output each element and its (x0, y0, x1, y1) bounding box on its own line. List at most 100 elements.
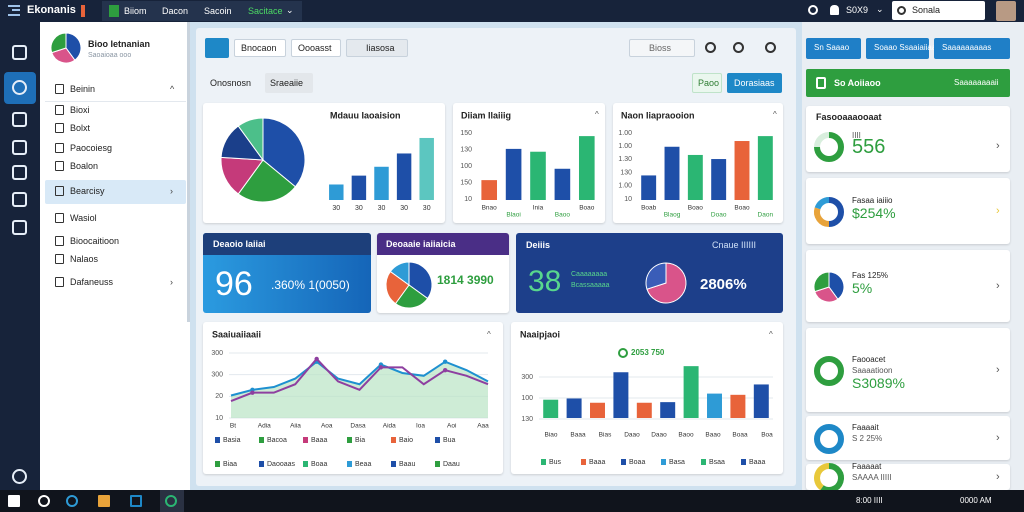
row-chevron[interactable]: › (996, 471, 1000, 483)
row-chevron[interactable]: › (996, 140, 1000, 152)
rail-icon[interactable] (12, 80, 27, 95)
icon-button[interactable] (205, 38, 229, 58)
legend-label: Baaa (749, 459, 765, 466)
pie-slice (813, 271, 830, 293)
row-chevron[interactable]: › (996, 205, 1000, 217)
summary-card: Fasaa iaiiio $254% › (806, 178, 1010, 244)
legend-swatch (661, 459, 666, 465)
tab-strip: Biiom Dacon Sacoin Sacitace ⌄ (102, 1, 302, 21)
right-button[interactable] (934, 38, 1010, 59)
kpi-line: Caaaaaaaa (571, 271, 608, 278)
taskbar-icon[interactable] (98, 495, 110, 507)
toolbar-icon[interactable] (705, 42, 716, 53)
toolbar-button[interactable] (234, 39, 286, 57)
scrollbar (187, 22, 190, 322)
sidebar-item[interactable]: Wasiol (70, 213, 97, 223)
bar (687, 154, 703, 200)
row-label: Fas 125% (852, 271, 889, 280)
toolbar-icon[interactable] (765, 42, 776, 53)
sidebar-item[interactable]: Bioxi (70, 105, 90, 115)
rail-icon[interactable] (12, 45, 27, 60)
kpi-card: Deaoio Iaiiai 96 .360% 1(0050) (203, 233, 371, 313)
legend-label: Bsaa (709, 459, 725, 466)
app-logo: Ekonanis (27, 4, 76, 16)
sidebar-item[interactable]: Boalon (70, 161, 99, 171)
sidebar-item[interactable]: Beinin (70, 84, 96, 94)
row-chevron[interactable]: › (996, 432, 1000, 444)
nav-tab[interactable]: Sacitace (248, 6, 283, 16)
sidebar-item[interactable]: Paocoiesg (70, 143, 113, 153)
legend-label: Bacoa (267, 437, 287, 444)
nav-tab[interactable]: Dacon (162, 6, 189, 16)
sidebar-item[interactable]: Nalaos (70, 254, 99, 264)
rail-icon[interactable] (12, 192, 27, 207)
banner[interactable]: So Aoiiaoo Saaaaaaaaii (806, 69, 1010, 97)
sidebar-item[interactable]: Bolxt (70, 123, 91, 133)
row-donut (814, 356, 844, 386)
donut-slice (814, 132, 830, 148)
menu-icon[interactable] (8, 5, 20, 16)
row-donut (814, 463, 844, 493)
legend-label: Boaa (629, 459, 645, 466)
taskbar: 8:00 IIII 0000 AM (0, 490, 1024, 512)
bar (641, 175, 657, 200)
summary-card: Faaaait S 2 25% › (806, 416, 1010, 460)
rail-icon[interactable] (12, 220, 27, 235)
item-chevron: ^ (170, 84, 175, 94)
legend-swatch (215, 461, 220, 467)
rail-icon[interactable] (12, 469, 27, 484)
toolbar-search-right[interactable] (629, 39, 695, 57)
toolbar-icon[interactable] (733, 42, 744, 53)
sidebar-item[interactable]: Dafaneuss (70, 277, 114, 287)
toolbar-button[interactable] (291, 39, 341, 57)
action-button[interactable] (727, 73, 782, 93)
rail-icon[interactable] (12, 165, 27, 180)
sidebar-item[interactable]: Bearcisy (70, 186, 105, 196)
kpi-line: Bcassaaaaa (571, 282, 610, 289)
right-button[interactable] (806, 38, 861, 59)
view-tab[interactable] (265, 73, 313, 93)
taskbar-icon[interactable] (38, 495, 50, 507)
item-icon (55, 84, 64, 94)
toolbar-search[interactable] (346, 39, 408, 57)
donut-slice (820, 463, 844, 493)
taskbar-icon[interactable] (66, 495, 78, 507)
legend-label: Basia (223, 437, 241, 444)
kpi-percent: 2806% (700, 276, 747, 293)
bar (636, 402, 652, 418)
taskbar-icon[interactable] (8, 495, 20, 507)
action-button[interactable] (692, 73, 722, 93)
x-label: Biao (544, 432, 557, 439)
row-chevron[interactable]: › (996, 364, 1000, 376)
bar (683, 366, 699, 418)
right-button[interactable] (866, 38, 929, 59)
search-box[interactable]: Sonala (892, 1, 985, 20)
chart-title: Diiam Ilaiiig (461, 110, 511, 120)
x-label: Bias (599, 432, 612, 439)
x-label: Boa (761, 432, 773, 439)
rail-icon[interactable] (12, 140, 27, 155)
chart-menu: ^ (773, 110, 777, 119)
search-icon[interactable] (808, 5, 818, 15)
bar (578, 136, 595, 200)
rail-icon[interactable] (12, 112, 27, 127)
legend-label: Baaa (589, 459, 605, 466)
pie-slice (262, 117, 306, 188)
legend-icon (618, 348, 628, 358)
mini-chart: Diiam Ilaiiig ^ 150 130 100 150 10 Bnao Blaoi Ini… (460, 110, 599, 219)
bar (613, 372, 629, 418)
legend-swatch (303, 437, 308, 443)
taskbar-icon[interactable] (130, 495, 142, 507)
bar (374, 166, 389, 200)
kpi-pie (645, 262, 687, 304)
kpi-title: Deaoio Iaiiai (213, 239, 266, 249)
taskbar-icon[interactable] (165, 495, 177, 507)
row-chevron[interactable]: › (996, 280, 1000, 292)
sidebar-item[interactable]: Bioocaitioon (70, 236, 120, 246)
point (250, 390, 255, 395)
bar (543, 399, 559, 418)
nav-tab[interactable]: Biiom (124, 6, 147, 16)
bell-icon[interactable] (830, 5, 839, 15)
avatar[interactable] (996, 1, 1016, 21)
nav-tab[interactable]: Sacoin (204, 6, 232, 16)
